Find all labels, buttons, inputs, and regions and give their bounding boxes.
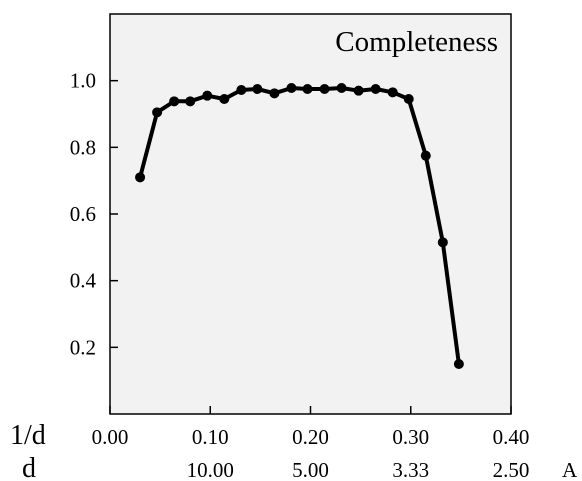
x-primary-axis-label: 1/d [10, 420, 46, 451]
data-point [152, 107, 163, 118]
data-point [286, 83, 297, 93]
data-point [370, 84, 381, 94]
chart-title: Completeness [335, 26, 498, 58]
data-point [252, 84, 263, 94]
data-point [453, 359, 464, 369]
data-point [319, 84, 330, 94]
y-tick-label: 1.0 [70, 69, 96, 93]
data-point [387, 87, 398, 98]
x-secondary-unit-label: A [562, 458, 578, 481]
data-point [420, 150, 431, 161]
x-tick-label: 0.10 [192, 425, 229, 449]
y-tick-label: 0.2 [70, 335, 96, 359]
x-tick-label: 0.40 [493, 425, 530, 449]
x-secondary-tick-label: 10.00 [187, 458, 234, 481]
x-tick-label: 0.20 [292, 425, 329, 449]
y-tick-label: 0.6 [70, 202, 96, 226]
data-point [185, 96, 196, 107]
x-tick-label: 0.00 [92, 425, 129, 449]
y-tick-label: 0.4 [70, 269, 97, 293]
data-point [202, 90, 213, 101]
data-point [437, 237, 448, 248]
x-secondary-tick-label: 5.00 [292, 458, 329, 481]
plot-area [109, 13, 512, 415]
x-secondary-tick-labels: 10.00 5.00 3.33 2.50 [187, 458, 530, 481]
y-tick-label: 0.8 [70, 135, 96, 159]
y-axis-ticks: 0.2 0.4 0.6 0.8 1.0 [70, 69, 118, 359]
x-tick-label: 0.30 [392, 425, 429, 449]
x-secondary-tick-label: 3.33 [392, 458, 429, 481]
data-point [269, 88, 280, 99]
x-axis-ticks: 0.00 0.10 0.20 0.30 0.40 [92, 406, 530, 449]
data-point [169, 96, 180, 107]
data-point [403, 94, 414, 104]
data-point [336, 83, 347, 93]
x-secondary-axis-label: d [22, 453, 36, 481]
x-secondary-tick-label: 2.50 [493, 458, 530, 481]
data-point [236, 85, 247, 95]
data-point [135, 172, 146, 183]
data-points [135, 83, 464, 369]
data-point [353, 85, 364, 96]
data-point [219, 94, 230, 104]
data-point [302, 84, 313, 94]
